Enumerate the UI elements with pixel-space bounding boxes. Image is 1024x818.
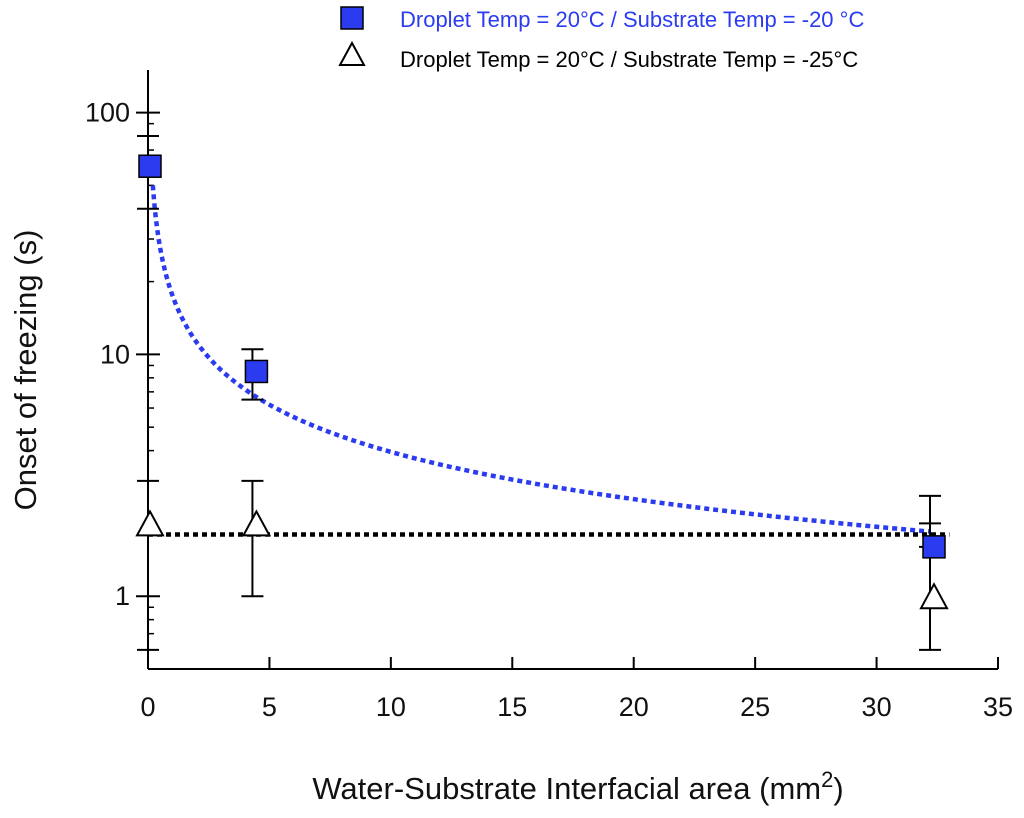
y-tick-label: 100 xyxy=(85,98,130,128)
y-axis-title: Onset of freezing (s) xyxy=(8,230,43,511)
y-tick-label: 10 xyxy=(100,339,130,369)
x-tick-label: 15 xyxy=(497,692,527,722)
legend: Droplet Temp = 20°C / Substrate Temp = -… xyxy=(338,6,864,72)
x-tick-label: 35 xyxy=(983,692,1013,722)
data-points xyxy=(135,154,949,610)
axes xyxy=(147,70,998,670)
data-point-series-1 xyxy=(138,154,162,178)
x-tick-label: 10 xyxy=(376,692,406,722)
x-ticks: 0 5 10 15 20 25 30 35 xyxy=(140,657,1013,722)
fit-line-1 xyxy=(150,185,931,534)
legend-label-series-2: Droplet Temp = 20°C / Substrate Temp = -… xyxy=(400,47,858,72)
x-tick-label: 0 xyxy=(140,692,155,722)
x-tick-label: 30 xyxy=(862,692,892,722)
legend-marker-series-1 xyxy=(340,6,364,30)
legend-marker-series-2 xyxy=(338,40,366,66)
data-point-series-1 xyxy=(922,535,946,559)
x-tick-label: 20 xyxy=(619,692,649,722)
error-bars xyxy=(137,135,941,651)
legend-label-series-1: Droplet Temp = 20°C / Substrate Temp = -… xyxy=(400,7,864,32)
x-tick-label: 5 xyxy=(262,692,277,722)
x-axis-title: Water-Substrate Interfacial area (mm2) xyxy=(312,767,843,806)
x-axis-title-superscript: 2 xyxy=(821,767,833,792)
x-tick-label: 25 xyxy=(740,692,770,722)
data-point-series-2 xyxy=(919,582,949,610)
x-axis-title-main: Water-Substrate Interfacial area (mm xyxy=(312,771,821,806)
y-tick-label: 1 xyxy=(115,581,130,611)
data-point-series-1 xyxy=(244,359,269,384)
data-point-series-2 xyxy=(135,509,165,537)
data-point-series-2 xyxy=(241,509,272,537)
fit-lines xyxy=(148,185,950,537)
x-axis-title-suffix: ) xyxy=(833,771,843,806)
